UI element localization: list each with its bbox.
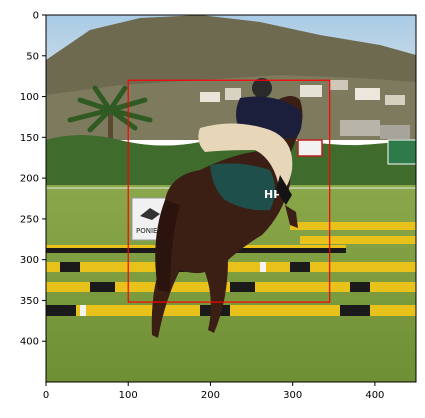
y-tick-label: 350 — [20, 296, 39, 307]
x-tick-label: 400 — [365, 390, 384, 401]
hillside-lower — [46, 75, 416, 140]
rider-helmet — [252, 78, 272, 98]
houses — [200, 80, 410, 139]
x-tick-label: 0 — [43, 390, 49, 401]
y-tick-label: 50 — [26, 51, 39, 62]
bounding-box — [127, 79, 331, 303]
rider-boot — [276, 175, 292, 205]
x-tick-label: 300 — [283, 390, 302, 401]
y-tick-label: 0 — [33, 11, 39, 22]
y-axis-ticks: 0 50 100 150 200 250 300 350 400 — [20, 11, 46, 348]
y-tick-label: 250 — [20, 214, 39, 225]
x-axis-ticks: 0 100 200 300 400 — [43, 382, 384, 401]
y-tick-label: 400 — [20, 337, 39, 348]
rider — [198, 78, 302, 205]
axes-frame — [45, 14, 417, 383]
red-white-sign — [297, 139, 323, 157]
rider-breeches — [198, 123, 293, 192]
x-tick-label: 200 — [201, 390, 220, 401]
green-sign — [387, 139, 416, 165]
y-tick-label: 100 — [20, 92, 39, 103]
ponie-board-text: PONIE — [136, 227, 157, 235]
y-tick-label: 150 — [20, 133, 39, 144]
y-tick-label: 200 — [20, 174, 39, 185]
palm-tree — [67, 85, 153, 150]
photo: PONIE — [46, 15, 416, 382]
y-tick-label: 300 — [20, 255, 39, 266]
x-tick-label: 100 — [119, 390, 138, 401]
saddle-cloth — [210, 163, 275, 211]
